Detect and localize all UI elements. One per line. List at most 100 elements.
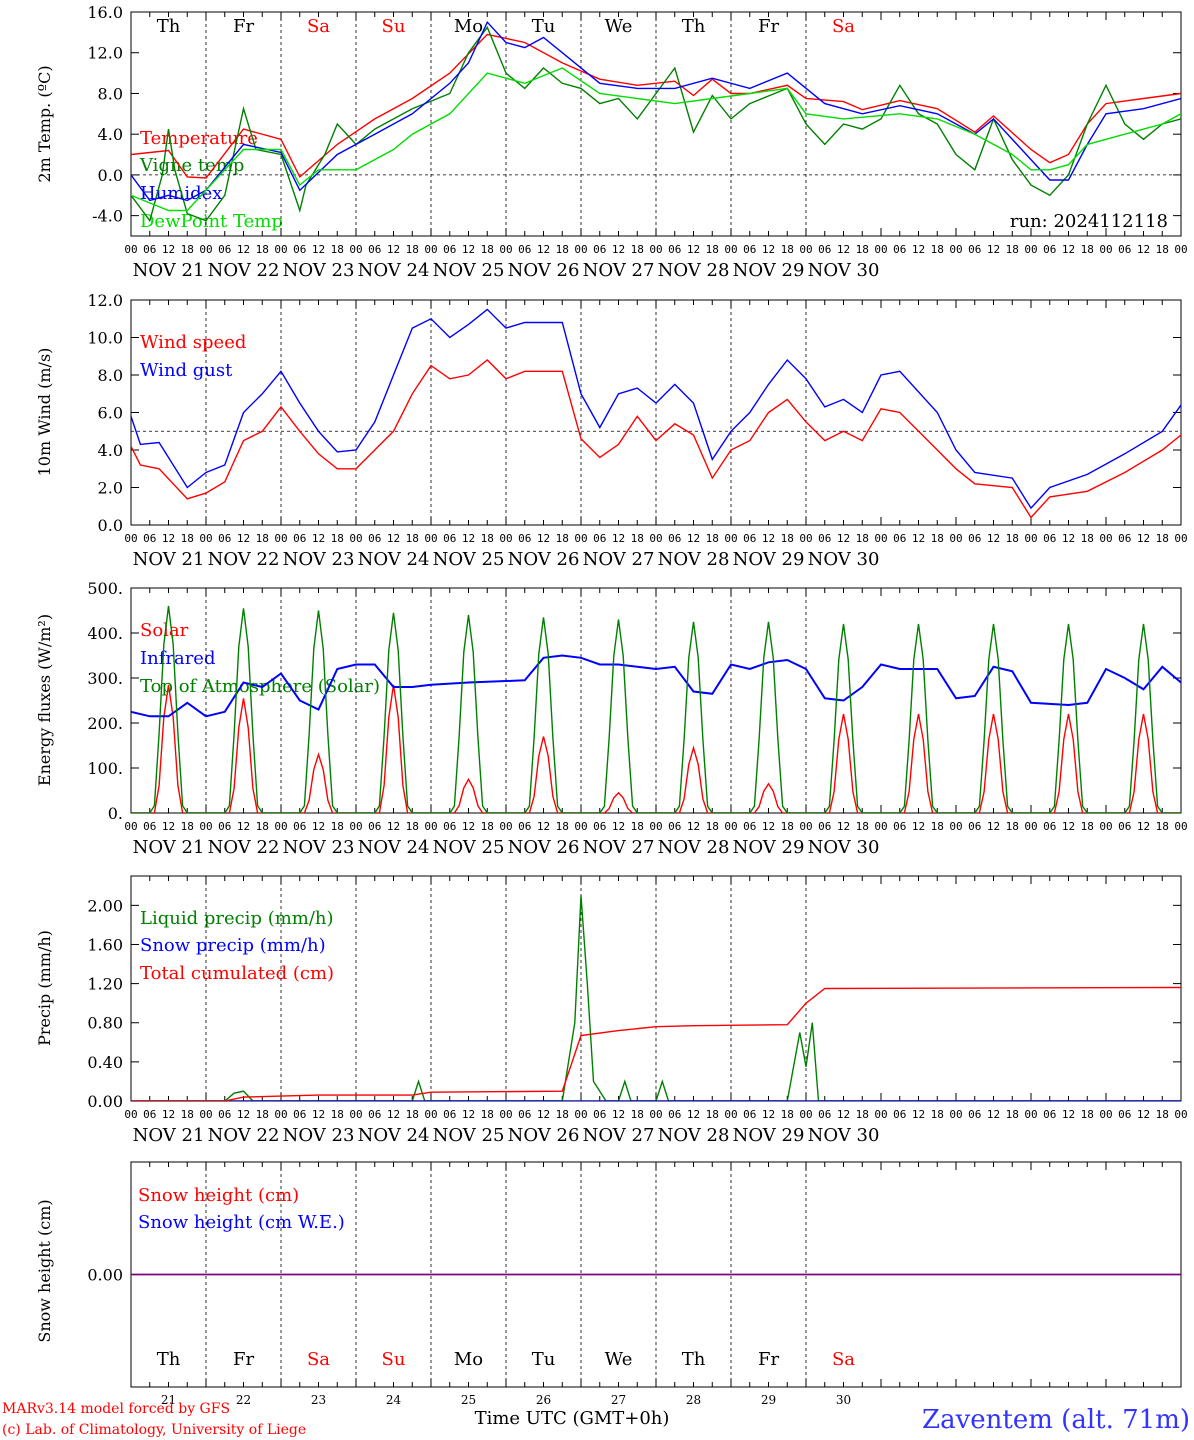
series-line-infrared (131, 654, 1181, 718)
hour-label: 12 (912, 243, 925, 256)
hour-label: 12 (387, 1108, 400, 1121)
hour-label: 18 (181, 1108, 194, 1121)
legend-temperature: Temperature (140, 128, 258, 149)
hour-label: 06 (818, 532, 831, 545)
series-line-total-cumulated-cm (131, 986, 1181, 1101)
hour-label: 00 (1099, 820, 1112, 833)
wind-plot-frame (130, 299, 1182, 526)
hour-label: 12 (162, 820, 175, 833)
credit-line-2: (c) Lab. of Climatology, University of L… (2, 1422, 306, 1438)
hour-label: 12 (312, 243, 325, 256)
hour-label: 12 (462, 1108, 475, 1121)
hour-label: 18 (256, 532, 269, 545)
hour-label: 00 (1174, 532, 1187, 545)
y-tick-label: 0.0 (98, 516, 123, 535)
hour-label: 06 (1118, 1108, 1131, 1121)
hour-label: 00 (724, 532, 737, 545)
hour-label: 00 (349, 243, 362, 256)
hour-label: 00 (649, 820, 662, 833)
hour-label: 12 (987, 820, 1000, 833)
series-line-dewpoint-temp (131, 67, 1181, 212)
date-label: NOV 30 (808, 837, 880, 858)
hour-label: 12 (162, 1108, 175, 1121)
date-label: NOV 27 (583, 260, 655, 281)
date-label: NOV 28 (658, 549, 730, 570)
hour-label: 18 (181, 243, 194, 256)
date-label: NOV 29 (733, 837, 805, 858)
weekday-label: Tu (532, 1349, 556, 1370)
hour-label: 06 (1043, 1108, 1056, 1121)
hour-label: 06 (668, 1108, 681, 1121)
hour-label: 00 (949, 1108, 962, 1121)
y-tick-label: 2.0 (98, 479, 123, 498)
legend-wind-gust: Wind gust (140, 360, 233, 381)
y-tick-label: 0.00 (87, 1266, 123, 1285)
legend-snow-height-we: Snow height (cm W.E.) (138, 1212, 345, 1233)
hour-label: 00 (199, 1108, 212, 1121)
wind-panel: 10m Wind (m/s) Wind speed Wind gust 12.0… (35, 291, 1188, 570)
date-label: NOV 21 (133, 837, 205, 858)
hour-label: 18 (1156, 532, 1169, 545)
hour-label: 12 (912, 820, 925, 833)
hour-label: 06 (143, 243, 156, 256)
date-label: NOV 25 (433, 549, 505, 570)
hour-label: 06 (593, 243, 606, 256)
hour-label: 12 (912, 532, 925, 545)
hour-label: 12 (387, 243, 400, 256)
y-tick-label: 1.20 (87, 975, 123, 994)
date-label: NOV 22 (208, 260, 280, 281)
hour-label: 18 (256, 820, 269, 833)
y-tick-label: 4.0 (98, 441, 123, 460)
weekday-label: Th (682, 1349, 706, 1370)
hour-label: 00 (1099, 532, 1112, 545)
weekday-label: Fr (758, 1349, 779, 1370)
hour-label: 18 (1006, 820, 1019, 833)
weekday-label: Th (157, 16, 181, 37)
hour-label: 18 (406, 1108, 419, 1121)
hour-label: 12 (987, 1108, 1000, 1121)
hour-label: 00 (724, 820, 737, 833)
date-label: NOV 29 (733, 549, 805, 570)
hour-label: 12 (612, 820, 625, 833)
hour-label: 18 (1081, 532, 1094, 545)
hour-label: 06 (668, 532, 681, 545)
hour-label: 00 (799, 532, 812, 545)
hour-label: 12 (462, 243, 475, 256)
hour-label: 00 (124, 243, 137, 256)
hour-label: 00 (1174, 243, 1187, 256)
hour-label: 12 (687, 1108, 700, 1121)
hour-label: 12 (687, 243, 700, 256)
hour-label: 00 (799, 243, 812, 256)
hour-label: 12 (687, 820, 700, 833)
hour-label: 06 (1118, 820, 1131, 833)
hour-label: 06 (1043, 243, 1056, 256)
day-number-label: 26 (536, 1393, 551, 1407)
y-tick-label: 4.0 (98, 125, 123, 144)
hour-label: 00 (349, 1108, 362, 1121)
series-line-temperature (131, 33, 1181, 179)
day-number-label: 28 (686, 1393, 701, 1407)
day-number-label: 25 (461, 1393, 476, 1407)
hour-label: 00 (424, 1108, 437, 1121)
legend-snow-precip: Snow precip (mm/h) (140, 935, 326, 956)
hour-label: 00 (424, 532, 437, 545)
legend-snow-height: Snow height (cm) (138, 1185, 299, 1206)
hour-label: 12 (612, 243, 625, 256)
hour-label: 18 (1006, 243, 1019, 256)
y-tick-label: 12.0 (87, 291, 123, 310)
hour-label: 00 (649, 243, 662, 256)
hour-label: 00 (874, 243, 887, 256)
series-line-wind-speed (131, 359, 1181, 519)
hour-label: 00 (274, 243, 287, 256)
date-label: NOV 28 (658, 837, 730, 858)
hour-label: 06 (668, 820, 681, 833)
date-label: NOV 30 (808, 1125, 880, 1146)
hour-label: 06 (143, 1108, 156, 1121)
y-tick-label: 8.0 (98, 84, 123, 103)
y-tick-label: 16.0 (87, 3, 123, 22)
legend-vigne-temp: Vigne temp (139, 155, 244, 176)
date-label: NOV 26 (508, 260, 580, 281)
hour-label: 00 (274, 1108, 287, 1121)
hour-label: 00 (124, 1108, 137, 1121)
hour-label: 06 (368, 1108, 381, 1121)
